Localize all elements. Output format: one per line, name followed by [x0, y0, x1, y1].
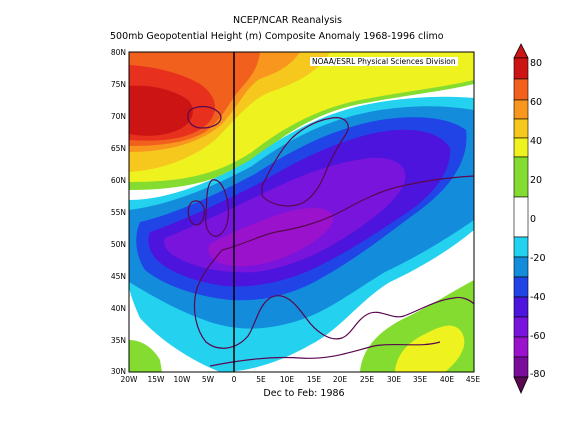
colorbar-swatch-n70 — [513, 356, 529, 378]
colorbar-swatch-n20 — [513, 256, 529, 278]
chart-subtitle: 500mb Geopotential Height (m) Composite … — [110, 31, 444, 42]
lon-label-45e: 45E — [465, 375, 481, 384]
lat-label-70n: 70N — [110, 112, 126, 121]
chart-title: NCEP/NCAR Reanalysis — [232, 15, 342, 26]
colorbar-label-n80: -80 — [530, 369, 546, 380]
lon-label-10e: 10E — [279, 375, 295, 384]
lat-label-75n: 75N — [110, 80, 126, 89]
lon-label-5w: 5W — [201, 375, 215, 384]
lat-label-40n: 40N — [110, 304, 126, 313]
map-credit: NOAA/ESRL Physical Sciences Division — [310, 57, 458, 66]
colorbar-swatch-n40 — [513, 296, 529, 318]
lon-label-5e: 5E — [256, 375, 266, 384]
lat-label-50n: 50N — [110, 240, 126, 249]
contour-field — [129, 52, 474, 372]
colorbar-swatch-80 — [513, 57, 529, 80]
colorbar-label-n40: -40 — [530, 292, 546, 303]
contour-sw-20 — [129, 340, 162, 372]
colorbar-label-60: 60 — [530, 97, 543, 108]
lon-label-40e: 40E — [439, 375, 455, 384]
lat-label-30n: 30N — [110, 367, 126, 376]
colorbar-swatch-30 — [513, 137, 529, 158]
colorbar-swatch-50 — [513, 99, 529, 120]
colorbar-arrow-top — [513, 43, 529, 59]
coastline-med — [209, 341, 441, 367]
colorbar-arrow-bottom — [513, 376, 529, 394]
colorbar-label-80: 80 — [530, 58, 543, 69]
lon-label-15e: 15E — [306, 375, 322, 384]
coastlines — [187, 105, 474, 367]
colorbar — [513, 43, 529, 394]
lon-label-20e: 20E — [332, 375, 348, 384]
lat-label-35n: 35N — [110, 336, 126, 345]
colorbar-swatch-40 — [513, 118, 529, 139]
contour-pos-80 — [129, 85, 193, 136]
coastline-continent — [193, 175, 474, 349]
contour-neg-60 — [208, 208, 334, 267]
colorbar-label-n20: -20 — [530, 253, 546, 264]
map-frame — [128, 51, 475, 373]
coastline-britain — [205, 179, 230, 237]
lon-label-35e: 35E — [412, 375, 428, 384]
lat-label-65n: 65N — [110, 144, 126, 153]
lat-label-60n: 60N — [110, 176, 126, 185]
colorbar-swatch-0 — [513, 196, 529, 238]
lon-label-30e: 30E — [386, 375, 402, 384]
contour-se-30 — [395, 325, 465, 372]
colorbar-swatch-20 — [513, 156, 529, 198]
colorbar-swatch-n30 — [513, 276, 529, 298]
lat-label-55n: 55N — [110, 208, 126, 217]
lon-label-10w: 10W — [173, 375, 191, 384]
colorbar-swatch-n50 — [513, 316, 529, 338]
colorbar-label-40: 40 — [530, 136, 543, 147]
lon-label-20w: 20W — [120, 375, 138, 384]
lon-label-15w: 15W — [147, 375, 165, 384]
colorbar-label-n60: -60 — [530, 331, 546, 342]
coastline-ireland — [187, 200, 205, 226]
period-label: Dec to Feb: 1986 — [263, 388, 345, 399]
lon-label-25e: 25E — [359, 375, 375, 384]
coastline-iceland — [187, 105, 222, 129]
colorbar-swatch-60 — [513, 78, 529, 101]
lat-label-45n: 45N — [110, 272, 126, 281]
coastline-scandinavia — [261, 117, 349, 207]
colorbar-swatch-n10 — [513, 236, 529, 258]
colorbar-label-0: 0 — [530, 214, 537, 225]
colorbar-swatch-n60 — [513, 336, 529, 358]
lon-label-0: 0 — [231, 375, 237, 384]
lat-label-80n: 80N — [110, 48, 126, 57]
colorbar-label-20: 20 — [530, 175, 543, 186]
